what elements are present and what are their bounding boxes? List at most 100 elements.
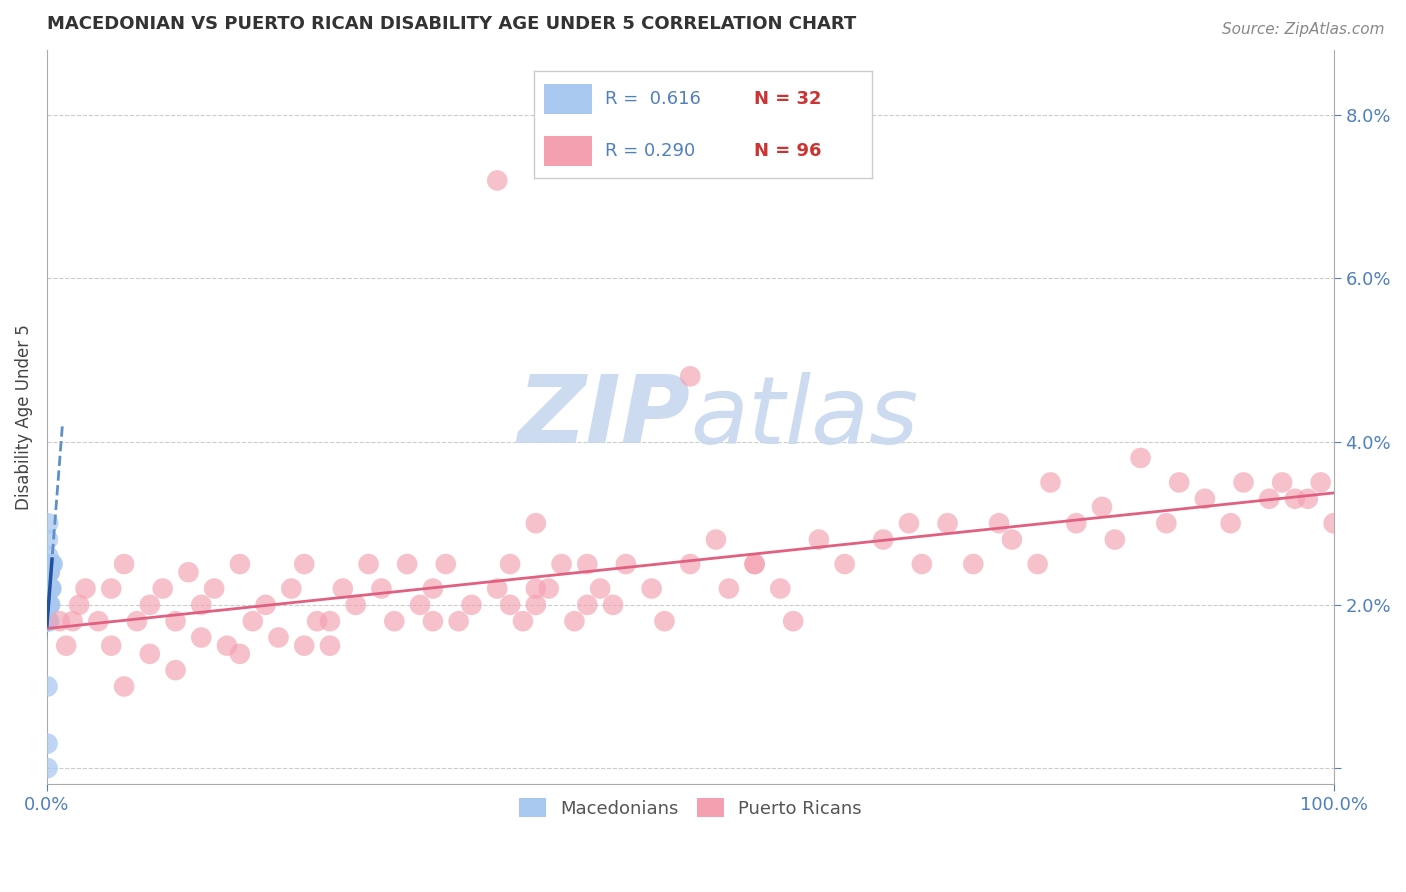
Point <box>382 614 405 628</box>
Point <box>447 614 470 628</box>
Point <box>38 582 60 596</box>
Point <box>165 614 187 628</box>
Point <box>37 582 59 596</box>
Point <box>292 639 315 653</box>
Point <box>267 631 290 645</box>
Point <box>704 533 727 547</box>
Point <box>62 614 84 628</box>
Point <box>39 598 62 612</box>
Point <box>100 582 122 596</box>
Point <box>165 663 187 677</box>
Point <box>37 737 59 751</box>
Point <box>679 557 702 571</box>
Point <box>717 582 740 596</box>
Point <box>100 639 122 653</box>
Point <box>41 582 63 596</box>
Text: MACEDONIAN VS PUERTO RICAN DISABILITY AGE UNDER 5 CORRELATION CHART: MACEDONIAN VS PUERTO RICAN DISABILITY AG… <box>46 15 856 33</box>
Point <box>242 614 264 628</box>
Point <box>1156 516 1178 531</box>
Point <box>370 582 392 596</box>
Point <box>524 516 547 531</box>
Point <box>319 614 342 628</box>
Point <box>1026 557 1049 571</box>
Point <box>190 598 212 612</box>
Point <box>332 582 354 596</box>
Point <box>38 565 60 579</box>
Point <box>37 680 59 694</box>
Point <box>524 598 547 612</box>
Point <box>37 598 59 612</box>
Point <box>1129 450 1152 465</box>
Point <box>39 582 62 596</box>
Point <box>769 582 792 596</box>
Point <box>1322 516 1344 531</box>
Point <box>37 565 59 579</box>
Point <box>139 647 162 661</box>
Point <box>1194 491 1216 506</box>
Point <box>177 565 200 579</box>
Text: Source: ZipAtlas.com: Source: ZipAtlas.com <box>1222 22 1385 37</box>
Point <box>1309 475 1331 490</box>
Text: N = 96: N = 96 <box>754 142 821 160</box>
Point <box>41 557 63 571</box>
Point <box>37 565 59 579</box>
Point <box>654 614 676 628</box>
Point <box>1232 475 1254 490</box>
Point <box>307 614 329 628</box>
Text: N = 32: N = 32 <box>754 90 821 108</box>
Point <box>807 533 830 547</box>
Point <box>537 582 560 596</box>
Point <box>1001 533 1024 547</box>
Point <box>37 557 59 571</box>
Point <box>38 598 60 612</box>
Point <box>38 598 60 612</box>
Point <box>254 598 277 612</box>
Point <box>229 647 252 661</box>
Bar <box>544 84 592 114</box>
Point <box>422 614 444 628</box>
Point <box>460 598 482 612</box>
Point <box>897 516 920 531</box>
Point <box>1296 491 1319 506</box>
Point <box>37 516 59 531</box>
Text: ZIP: ZIP <box>517 371 690 463</box>
Point <box>1271 475 1294 490</box>
Point <box>38 565 60 579</box>
Point <box>37 761 59 775</box>
Point <box>1168 475 1191 490</box>
Point <box>640 582 662 596</box>
Point <box>112 680 135 694</box>
Point <box>344 598 367 612</box>
Point <box>550 557 572 571</box>
Text: R =  0.616: R = 0.616 <box>605 90 702 108</box>
Point <box>614 557 637 571</box>
Point <box>409 598 432 612</box>
Point <box>190 631 212 645</box>
Point <box>215 639 238 653</box>
Point <box>744 557 766 571</box>
Point <box>744 557 766 571</box>
Point <box>872 533 894 547</box>
Point <box>319 639 342 653</box>
Point <box>112 557 135 571</box>
Point <box>512 614 534 628</box>
Point <box>39 557 62 571</box>
Point <box>139 598 162 612</box>
Point <box>37 614 59 628</box>
Point <box>280 582 302 596</box>
Point <box>589 582 612 596</box>
Point <box>1064 516 1087 531</box>
Point <box>357 557 380 571</box>
Point <box>41 557 63 571</box>
Point <box>564 614 586 628</box>
Point <box>37 533 59 547</box>
Bar <box>544 136 592 166</box>
Point <box>152 582 174 596</box>
Point <box>486 582 509 596</box>
Point <box>1104 533 1126 547</box>
Text: atlas: atlas <box>690 372 918 463</box>
Point <box>292 557 315 571</box>
Point <box>602 598 624 612</box>
Point <box>38 565 60 579</box>
Point <box>1091 500 1114 514</box>
